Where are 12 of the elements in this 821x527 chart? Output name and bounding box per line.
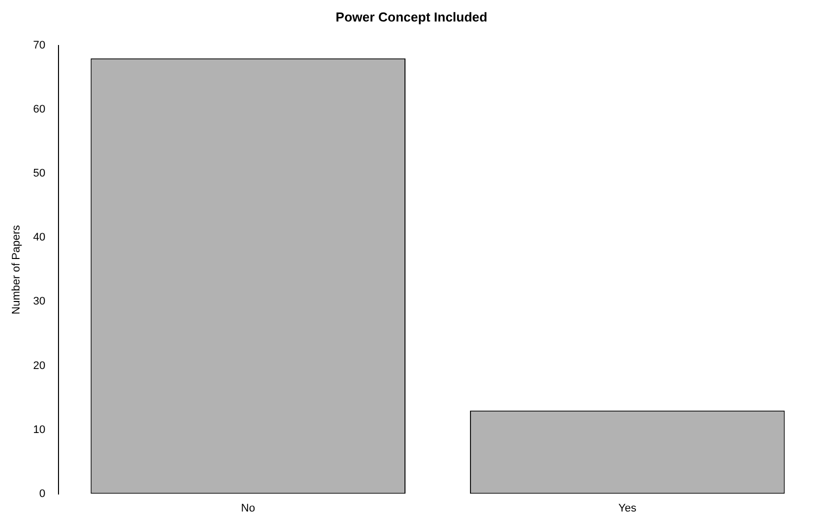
y-tick-label: 50 [33,168,46,180]
y-axis-title: Number of Papers [10,224,23,314]
chart-title: Power Concept Included [336,9,488,24]
y-tick-label: 0 [39,488,46,500]
y-tick-label: 10 [33,424,46,436]
x-tick-label: Yes [618,502,637,514]
y-tick-label: 30 [33,296,46,308]
y-tick-label: 20 [33,360,46,372]
y-tick-label: 60 [33,104,46,116]
y-tick-label: 40 [33,232,46,244]
y-tick-label: 70 [33,40,46,52]
x-tick-label: No [241,502,256,514]
